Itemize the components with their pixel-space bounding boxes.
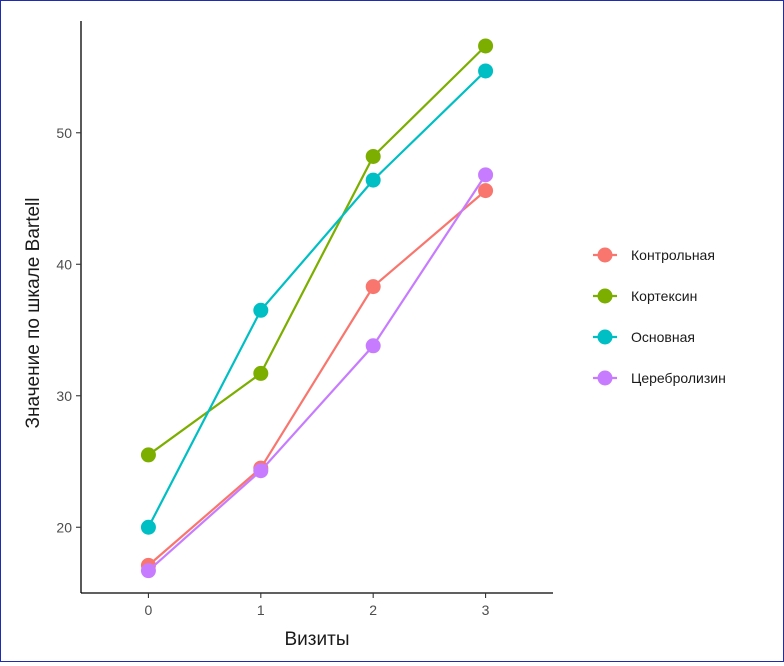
series-group [140, 63, 494, 535]
series-line [147, 45, 487, 456]
legend-key-point [597, 370, 613, 386]
y-tick-label: 30 [56, 388, 72, 404]
x-tick-label: 1 [257, 602, 265, 618]
data-point [478, 167, 494, 183]
data-point [253, 463, 269, 479]
y-axis-title: Значение по шкале Bartell [23, 198, 44, 429]
series-group [140, 183, 494, 573]
series-line [147, 189, 487, 567]
data-point [140, 519, 156, 535]
series-line [147, 174, 487, 572]
data-point [253, 302, 269, 318]
data-point [365, 172, 381, 188]
legend-key-point [597, 329, 613, 345]
x-axis-title: Визиты [285, 629, 350, 650]
legend: Контрольная Кортексин Основная Церебролизин [593, 247, 726, 386]
legend-key-point [597, 288, 613, 304]
legend-item: Контрольная [593, 247, 715, 263]
data-point [365, 148, 381, 164]
series-group [140, 167, 494, 579]
x-tick-label: 2 [369, 602, 377, 618]
legend-label: Основная [631, 329, 695, 345]
data-point [478, 183, 494, 199]
data-point [140, 563, 156, 579]
axes: 20 30 40 50 0 1 2 3 [56, 21, 553, 618]
y-tick-label: 40 [56, 256, 72, 272]
data-point [365, 279, 381, 295]
y-tick-label: 20 [56, 519, 72, 535]
data-point [365, 338, 381, 354]
data-point [478, 63, 494, 79]
x-tick-label: 3 [482, 602, 490, 618]
legend-label: Кортексин [631, 288, 697, 304]
legend-label: Контрольная [631, 247, 715, 263]
legend-item: Кортексин [593, 288, 697, 304]
legend-item: Церебролизин [593, 370, 726, 386]
data-point [478, 38, 494, 54]
legend-label: Церебролизин [631, 370, 726, 386]
series-line [147, 70, 487, 528]
series-group [140, 38, 494, 463]
y-tick-label: 50 [56, 125, 72, 141]
x-tick-label: 0 [145, 602, 153, 618]
legend-item: Основная [593, 329, 695, 345]
data-point [253, 365, 269, 381]
legend-key-point [597, 247, 613, 263]
series-layer [140, 38, 494, 579]
data-point [140, 447, 156, 463]
